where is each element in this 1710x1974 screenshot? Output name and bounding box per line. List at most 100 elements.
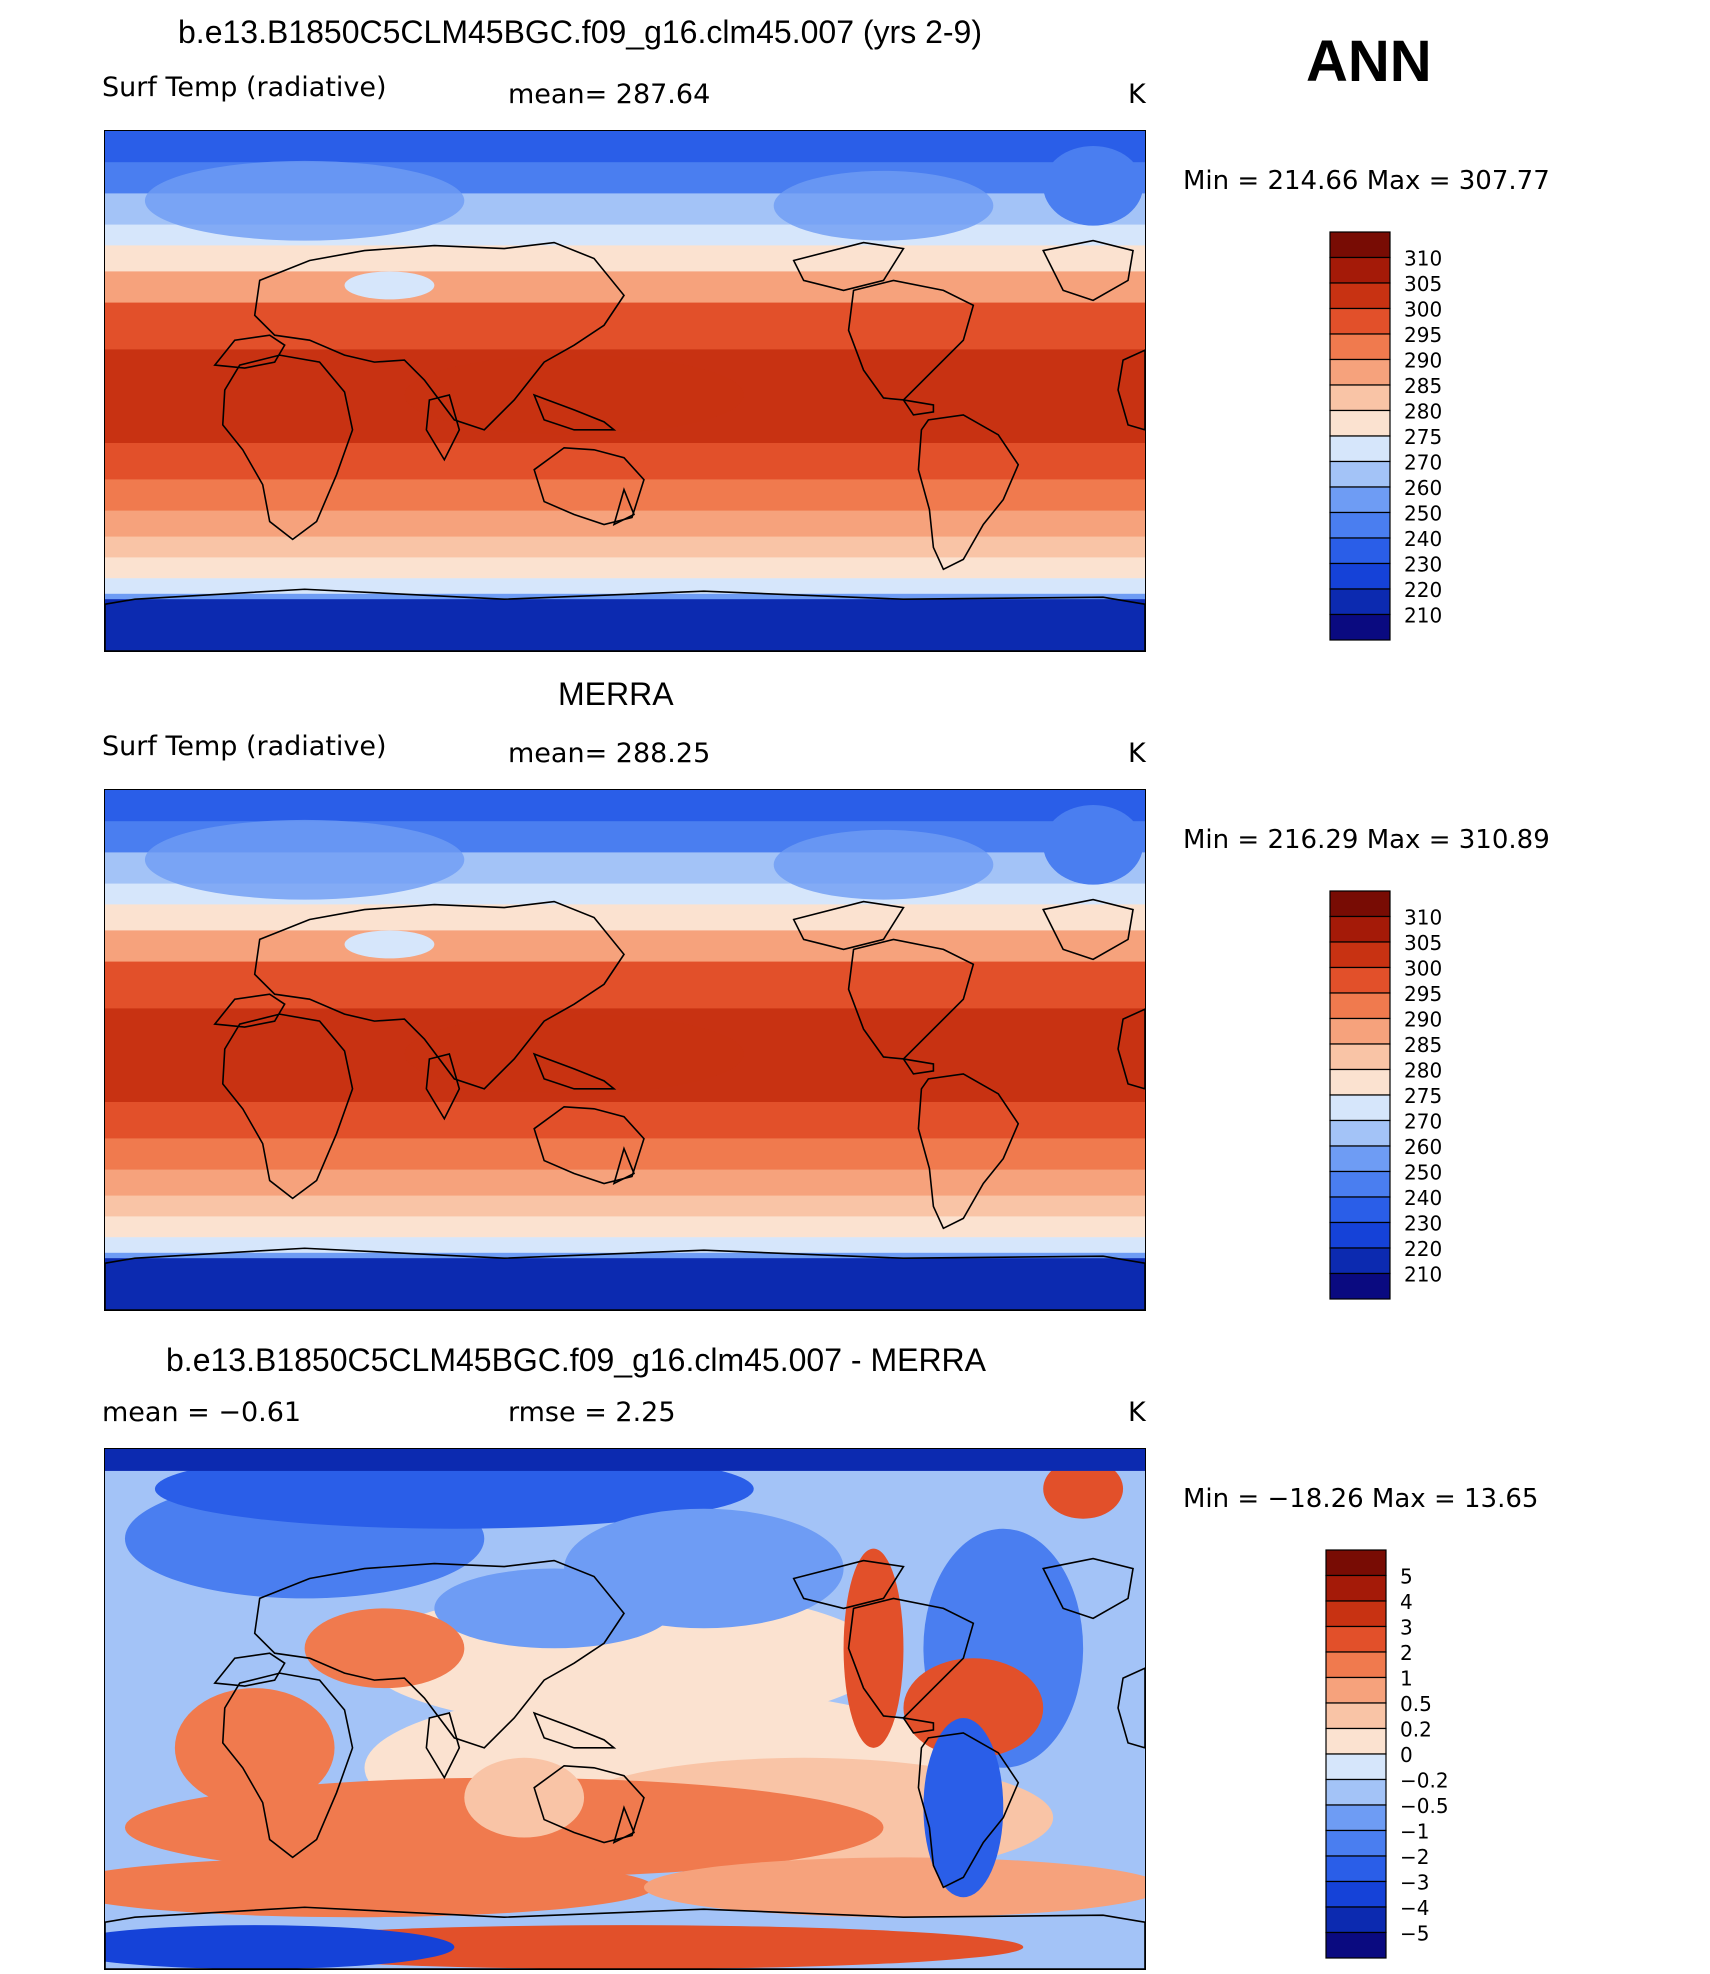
coastline [533,446,645,526]
colorbar-tick-label: 310 [1404,247,1442,271]
coastline [901,1057,935,1075]
colorbar-box [1329,915,1391,943]
field-band [105,1169,1145,1197]
panel-2-units: K [1128,738,1146,769]
colorbar-box [1329,588,1391,616]
field-band [105,443,1145,481]
coastline [425,394,461,462]
panel-3-colorbar: −5 −4 −3 −2 −1 −0.5 −0.2 0 0.2 0.5 1 2 3 4 5 [1324,1548,1524,1960]
panel-2-minmax: Min = 216.29 Max = 310.89 [1183,825,1550,855]
colorbar-box [1329,1145,1391,1173]
colorbar-box [1325,1931,1387,1959]
colorbar-box [1329,1272,1391,1300]
field-band [105,245,1145,273]
colorbar-box [1329,511,1391,539]
coastline [221,354,354,541]
colorbar-box [1325,1676,1387,1704]
field-band [105,930,1145,963]
colorbar-tick-label: 305 [1404,272,1442,296]
colorbar-tick-label: −5 [1400,1922,1429,1946]
colorbar-tick-label: 260 [1404,476,1442,500]
field-warm-pool [404,355,744,435]
panel-3-map [104,1448,1146,1970]
field-tibet [344,930,435,959]
colorbar-tick-label: −3 [1400,1871,1429,1895]
colorbar-box [1329,1068,1391,1096]
colorbar-box [1329,384,1391,412]
field-band [105,271,1145,304]
colorbar-tick-label: 260 [1404,1135,1442,1159]
coastline [105,1247,1145,1310]
coastline [792,241,905,292]
panel-3-minmax: Min = −18.26 Max = 13.65 [1183,1484,1539,1514]
colorbar-tick-label: 285 [1404,374,1442,398]
colorbar-box [1329,282,1391,310]
colorbar-box [1329,1221,1391,1249]
coastline [612,1146,635,1186]
colorbar-tick-label: 210 [1404,1263,1442,1287]
field-patch [105,1857,654,1918]
colorbar-box [1329,1119,1391,1147]
coastline [532,393,617,431]
colorbar-tick-label: 250 [1404,1161,1442,1185]
field-band [105,904,1145,932]
coastline [917,414,1020,571]
colorbar-box [1329,992,1391,1020]
panel-3-rmse-label: rmse = 2.25 [508,1397,676,1428]
field-band [105,536,1145,559]
colorbar-tick-label: −2 [1400,1845,1429,1869]
panel-1-title: b.e13.B1850C5CLM45BGC.f09_g16.clm45.007 … [178,14,982,50]
colorbar-tick-label: 2 [1400,1641,1413,1665]
colorbar-box [1329,486,1391,514]
field-band [105,1237,1145,1254]
coastline [1117,1667,1145,1749]
colorbar-tick-label: 275 [1404,425,1442,449]
field-patch [923,1717,1004,1898]
colorbar-box [1329,941,1391,969]
colorbar-tick-label: 250 [1404,502,1442,526]
colorbar-box [1325,1880,1387,1908]
panel-1-mean-label: mean= 287.64 [508,79,711,110]
colorbar-box [1325,1625,1387,1653]
field-band [105,302,1145,351]
field-patch [434,1568,674,1649]
panel-1-field [105,131,1145,651]
field-band [105,1195,1145,1218]
colorbar-box [1329,409,1391,437]
colorbar-tick-label: 300 [1404,298,1442,322]
colorbar-tick-label: 220 [1404,1237,1442,1261]
colorbar-box [1329,358,1391,386]
coastline [792,900,905,951]
field-patch [644,1857,1145,1918]
colorbar-tick-label: 5 [1400,1565,1413,1589]
field-greenland [1043,145,1144,226]
coastline [105,1906,1145,1969]
coastline [253,900,625,1090]
colorbar-tick-label: −1 [1400,1820,1429,1844]
colorbar-box [1329,966,1391,994]
coastline [221,1013,354,1200]
panel-1-units: K [1128,79,1146,110]
field-patch [464,1757,585,1838]
field-patch [1043,1458,1124,1519]
field-band [105,961,1145,1010]
colorbar-box [1329,460,1391,488]
coastline [533,1105,645,1185]
colorbar-box [1325,1727,1387,1755]
colorbar-box [1325,1778,1387,1806]
colorbar-box [1329,1094,1391,1122]
coastline [213,1652,286,1687]
panel-2-title: MERRA [558,676,674,712]
field-antarctica [105,599,1145,651]
colorbar-tick-label: −4 [1400,1896,1429,1920]
colorbar-tick-label: −0.2 [1400,1769,1449,1793]
colorbar-box [1329,890,1391,918]
panel-2-variable-label: Surf Temp (radiative) [102,731,387,762]
field-patch [105,1925,455,1969]
coastline [847,279,975,401]
coastline [901,1716,935,1734]
colorbar-box [1325,1600,1387,1628]
panel-2-colorbar: 210 220 230 240 250 260 270 275 280 285 290 295 300 3… [1328,889,1528,1301]
colorbar-tick-label: 3 [1400,1616,1413,1640]
